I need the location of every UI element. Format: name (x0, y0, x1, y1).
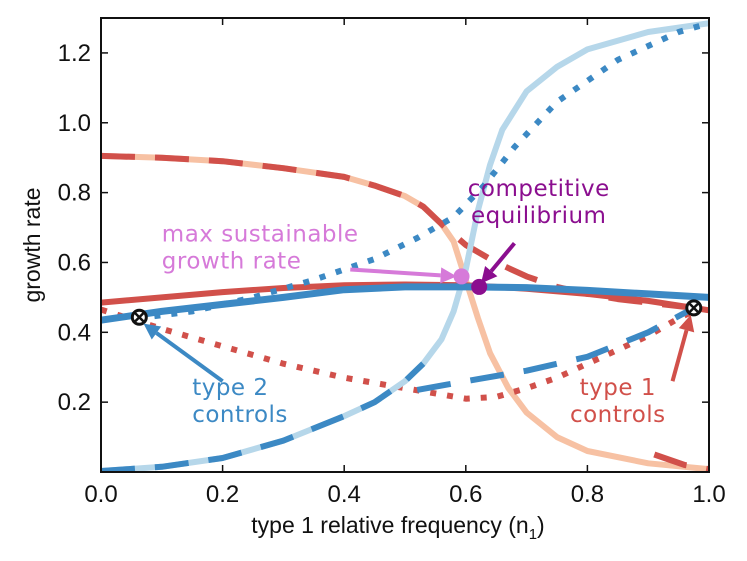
y-tick-label: 1.2 (58, 40, 91, 67)
type-1-controls-label-arrowhead (678, 314, 695, 333)
type-1-controls-label: type 1 controls (570, 375, 666, 428)
type-2-controls-label: type 2 controls (192, 375, 288, 428)
series-line-type2-dotted (137, 20, 709, 322)
series-line-type1-dashed-lower (653, 451, 709, 472)
type-2-controls-point (130, 308, 148, 326)
competitive-equilibrium-label-line: competitive (468, 176, 610, 202)
type-1-controls-point (685, 299, 703, 317)
x-tick-label: 0.6 (449, 481, 482, 508)
max-sustainable-label: max sustainable growth rate (162, 222, 359, 275)
max-sustainable-label-arrowhead (440, 267, 457, 284)
series-line-type1-dotted (101, 306, 699, 402)
type-2-controls-label-line: controls (192, 402, 288, 428)
type-2-controls-label-line: type 2 (192, 375, 268, 401)
y-axis-label: growth rate (19, 187, 45, 302)
y-tick-label: 1.0 (58, 110, 91, 137)
series-line-type2-dashed-upper (416, 306, 693, 393)
max-sustainable-label-arrow (350, 267, 441, 278)
y-tick-label: 0.2 (58, 389, 91, 416)
x-axis-label-close: ) (537, 512, 545, 538)
competitive-equilibrium-label-arrow (489, 241, 516, 273)
type-2-controls-label-arrow (155, 331, 224, 383)
annotations: max sustainable growth rate competitive equ… (143, 176, 695, 428)
x-tick-label: 1.0 (692, 481, 725, 508)
x-tick-label: 0.4 (328, 481, 361, 508)
plot-frame (100, 17, 710, 473)
type-1-controls-label-arrow (670, 329, 689, 382)
x-tick-label: 0.2 (206, 481, 239, 508)
type-2-controls-label-arrowhead (143, 323, 162, 340)
competitive-equilibrium-label-arrowhead (481, 266, 498, 284)
y-tick-label: 0.8 (58, 180, 91, 207)
competitive-equilibrium-point (471, 278, 488, 295)
series-lines (101, 20, 709, 472)
y-tick-label: 0.6 (58, 249, 91, 276)
type-1-controls-label-line: type 1 (580, 375, 656, 401)
x-axis-label-subscript: 1 (529, 526, 537, 543)
axis-ticks: 0.0 0.2 0.4 0.6 0.8 1.0 0.2 0.4 0.6 0.8 1.0 1.2 (58, 18, 726, 508)
x-axis-label: type 1 relative frequency (n1) (251, 512, 544, 543)
type-1-controls-label-line: controls (570, 402, 666, 428)
max-sustainable-label-line: max sustainable (162, 222, 359, 248)
data-markers (130, 268, 703, 326)
max-sustainable-point (453, 268, 470, 285)
x-tick-label: 0.0 (84, 481, 117, 508)
y-tick-label: 0.4 (58, 319, 91, 346)
competitive-equilibrium-label: competitive equilibrium (468, 176, 610, 229)
max-sustainable-label-line: growth rate (162, 249, 302, 275)
x-axis-label-main: type 1 relative frequency (n (251, 512, 528, 538)
series-line-type2-controls-solid (101, 283, 709, 324)
competitive-equilibrium-label-line: equilibrium (471, 203, 606, 229)
series-line-type2-dashed-lower (101, 361, 426, 472)
x-tick-label: 0.8 (571, 481, 604, 508)
